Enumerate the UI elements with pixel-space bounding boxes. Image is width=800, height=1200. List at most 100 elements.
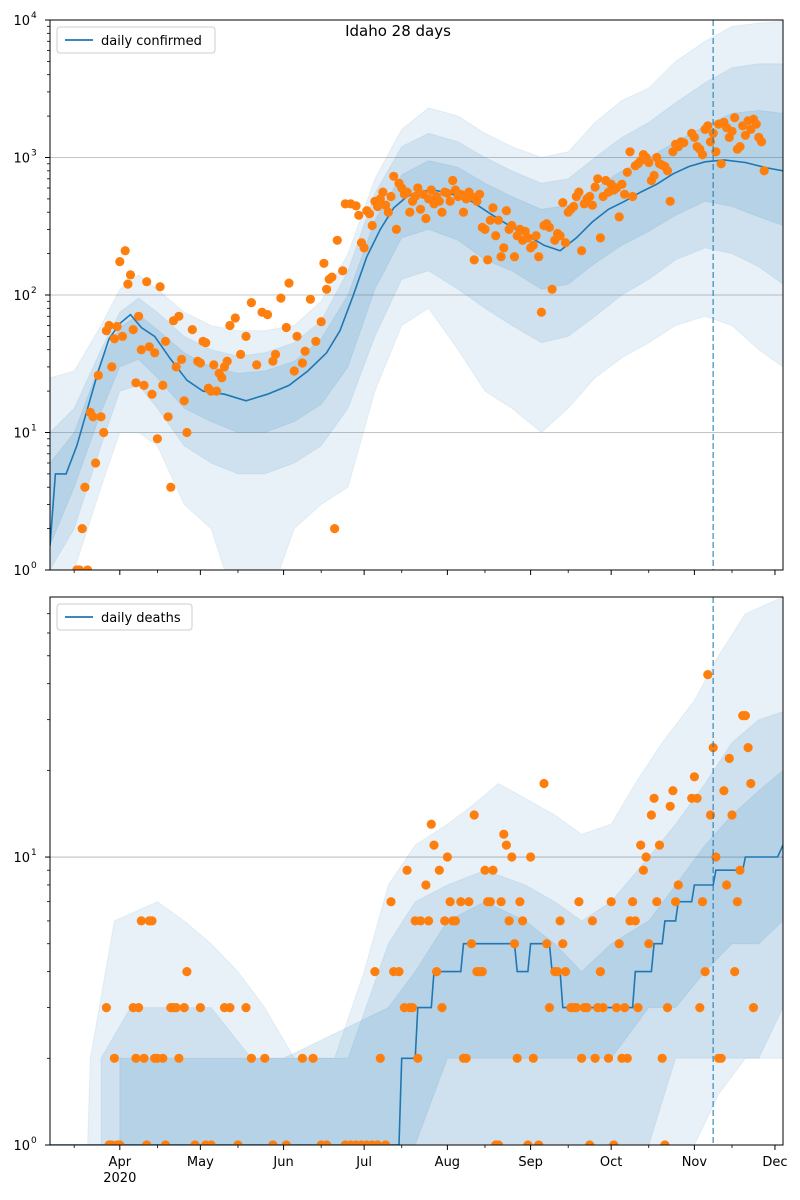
- data-point: [152, 434, 162, 444]
- data-point: [445, 196, 455, 206]
- data-point: [160, 336, 171, 346]
- data-point: [585, 1140, 595, 1145]
- data-point: [622, 167, 632, 177]
- data-point: [77, 524, 87, 534]
- data-point: [424, 916, 434, 926]
- data-point: [730, 967, 740, 977]
- data-point: [109, 1053, 119, 1063]
- data-point: [697, 897, 708, 907]
- data-point: [475, 189, 485, 199]
- data-point: [437, 207, 447, 217]
- data-point: [182, 967, 192, 977]
- data-point: [708, 743, 718, 753]
- data-point: [730, 113, 740, 123]
- data-point: [539, 778, 549, 789]
- data-point: [480, 224, 490, 234]
- data-point: [330, 524, 340, 534]
- data-point: [496, 897, 506, 907]
- axes-frame: [49, 596, 784, 1146]
- data-point: [544, 222, 555, 232]
- data-point: [150, 348, 160, 358]
- data-point: [477, 967, 487, 977]
- data-point: [662, 166, 673, 176]
- data-point: [448, 175, 458, 186]
- x-tick-label: Oct: [600, 1155, 622, 1170]
- data-point: [410, 191, 420, 202]
- x-tick-label: Apr: [109, 1155, 132, 1170]
- data-point: [689, 132, 700, 142]
- data-point: [485, 897, 495, 907]
- data-point: [630, 916, 640, 926]
- data-point: [668, 786, 678, 796]
- data-point: [370, 967, 380, 977]
- data-point: [426, 185, 436, 195]
- data-point: [297, 358, 307, 368]
- y-tick-label: 10: [13, 564, 30, 579]
- data-point: [434, 196, 444, 206]
- data-point: [83, 565, 93, 570]
- data-point: [577, 1053, 587, 1063]
- data-point: [727, 810, 737, 820]
- data-point: [270, 349, 281, 359]
- data-point: [429, 840, 439, 850]
- data-point: [735, 865, 745, 875]
- y-tick-label: 10: [13, 152, 30, 167]
- data-point: [649, 170, 659, 181]
- data-point: [195, 1003, 205, 1013]
- data-point: [354, 210, 364, 220]
- data-point: [402, 187, 412, 197]
- data-point: [209, 360, 219, 370]
- data-point: [695, 1003, 705, 1013]
- data-point: [112, 321, 122, 332]
- data-point: [614, 939, 624, 949]
- data-point: [421, 880, 431, 890]
- data-point: [542, 939, 552, 949]
- data-point: [373, 201, 383, 212]
- data-point: [405, 207, 415, 217]
- data-point: [574, 187, 584, 197]
- data-point: [571, 1003, 581, 1013]
- data-point: [142, 1140, 152, 1145]
- data-point: [662, 1003, 673, 1013]
- data-point: [432, 967, 442, 977]
- data-point: [109, 334, 119, 344]
- data-point: [472, 196, 482, 206]
- data-point: [622, 1053, 632, 1063]
- data-point: [262, 310, 273, 320]
- data-point: [442, 852, 452, 862]
- data-point: [759, 166, 769, 176]
- x-tick-label: Nov: [682, 1155, 708, 1170]
- data-point: [115, 1140, 125, 1145]
- data-point: [636, 840, 646, 850]
- data-point: [445, 897, 455, 907]
- data-point: [488, 865, 498, 875]
- data-point: [633, 1003, 643, 1013]
- data-point: [671, 897, 681, 907]
- data-point: [300, 346, 310, 356]
- median-line: [50, 159, 783, 546]
- data-point: [603, 1053, 614, 1063]
- data-point: [144, 342, 154, 352]
- data-point: [225, 1003, 235, 1013]
- data-point: [338, 266, 348, 276]
- data-point: [147, 389, 157, 399]
- data-point: [697, 150, 708, 160]
- data-point: [174, 311, 184, 321]
- data-point: [252, 360, 262, 370]
- data-point: [560, 967, 571, 977]
- data-point: [292, 331, 302, 341]
- data-point: [534, 252, 544, 262]
- data-point: [177, 354, 187, 364]
- data-point: [211, 386, 222, 396]
- data-point: [518, 916, 528, 926]
- y-tick-label: 10: [13, 1139, 30, 1154]
- y-tick-label: 10: [13, 14, 30, 29]
- data-point: [413, 183, 423, 193]
- data-point: [284, 278, 294, 288]
- data-point: [217, 373, 227, 383]
- data-point: [649, 793, 659, 803]
- data-point: [507, 220, 517, 231]
- data-point: [195, 358, 205, 368]
